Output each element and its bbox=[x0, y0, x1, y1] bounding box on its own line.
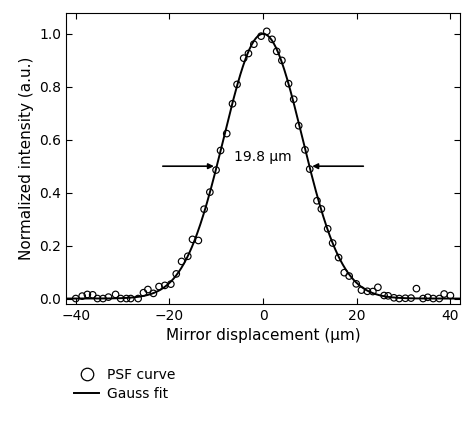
Point bbox=[290, 96, 298, 103]
Point bbox=[212, 167, 220, 173]
Point bbox=[167, 281, 174, 287]
Point bbox=[285, 80, 292, 87]
Point bbox=[413, 285, 420, 292]
Point bbox=[268, 36, 276, 43]
Point bbox=[257, 33, 265, 40]
Point bbox=[278, 57, 286, 64]
Point bbox=[358, 287, 365, 293]
Point bbox=[324, 225, 331, 232]
Point bbox=[306, 166, 313, 173]
Point bbox=[189, 236, 196, 243]
Point bbox=[134, 295, 142, 302]
Point bbox=[301, 146, 309, 153]
Point bbox=[184, 253, 191, 260]
Point bbox=[273, 48, 281, 55]
Point bbox=[384, 292, 392, 299]
Point bbox=[173, 271, 180, 277]
Point bbox=[369, 288, 377, 295]
Point bbox=[447, 292, 454, 299]
Point bbox=[436, 295, 443, 302]
Legend: PSF curve, Gauss fit: PSF curve, Gauss fit bbox=[69, 362, 182, 407]
X-axis label: Mirror displacement (μm): Mirror displacement (μm) bbox=[166, 328, 360, 343]
Point bbox=[419, 295, 427, 302]
Point bbox=[233, 81, 241, 88]
Point bbox=[313, 197, 321, 204]
Point bbox=[201, 206, 208, 213]
Point bbox=[123, 295, 130, 302]
Point bbox=[374, 284, 382, 291]
Point bbox=[89, 292, 97, 298]
Point bbox=[250, 41, 258, 48]
Point bbox=[155, 283, 163, 290]
Point bbox=[112, 291, 119, 298]
Point bbox=[401, 295, 409, 302]
Point bbox=[318, 206, 325, 212]
Point bbox=[295, 122, 302, 129]
Point bbox=[105, 294, 112, 300]
Point bbox=[390, 295, 398, 301]
Point bbox=[144, 286, 152, 293]
Point bbox=[117, 295, 125, 302]
Point bbox=[240, 55, 247, 62]
Point bbox=[395, 295, 403, 302]
Point bbox=[340, 269, 348, 276]
Y-axis label: Normalized intensity (a.u.): Normalized intensity (a.u.) bbox=[19, 57, 34, 260]
Point bbox=[178, 258, 185, 265]
Point bbox=[217, 147, 224, 154]
Point bbox=[94, 295, 101, 302]
Point bbox=[263, 28, 271, 35]
Point bbox=[161, 282, 169, 289]
Point bbox=[335, 254, 342, 261]
Point bbox=[245, 50, 252, 57]
Text: 19.8 μm: 19.8 μm bbox=[234, 149, 292, 164]
Point bbox=[424, 294, 431, 301]
Point bbox=[206, 189, 214, 195]
Point bbox=[228, 100, 236, 107]
Point bbox=[364, 288, 371, 295]
Point bbox=[429, 295, 437, 302]
Point bbox=[407, 295, 415, 301]
Point bbox=[440, 291, 448, 298]
Point bbox=[150, 290, 157, 297]
Point bbox=[380, 292, 388, 299]
Point bbox=[353, 281, 360, 287]
Point bbox=[329, 240, 337, 246]
Point bbox=[78, 293, 86, 300]
Point bbox=[127, 295, 135, 302]
Point bbox=[140, 289, 147, 296]
Point bbox=[194, 237, 202, 244]
Point bbox=[72, 295, 80, 302]
Point bbox=[346, 273, 353, 279]
Point bbox=[83, 291, 91, 298]
Point bbox=[223, 130, 230, 137]
Point bbox=[99, 295, 107, 302]
